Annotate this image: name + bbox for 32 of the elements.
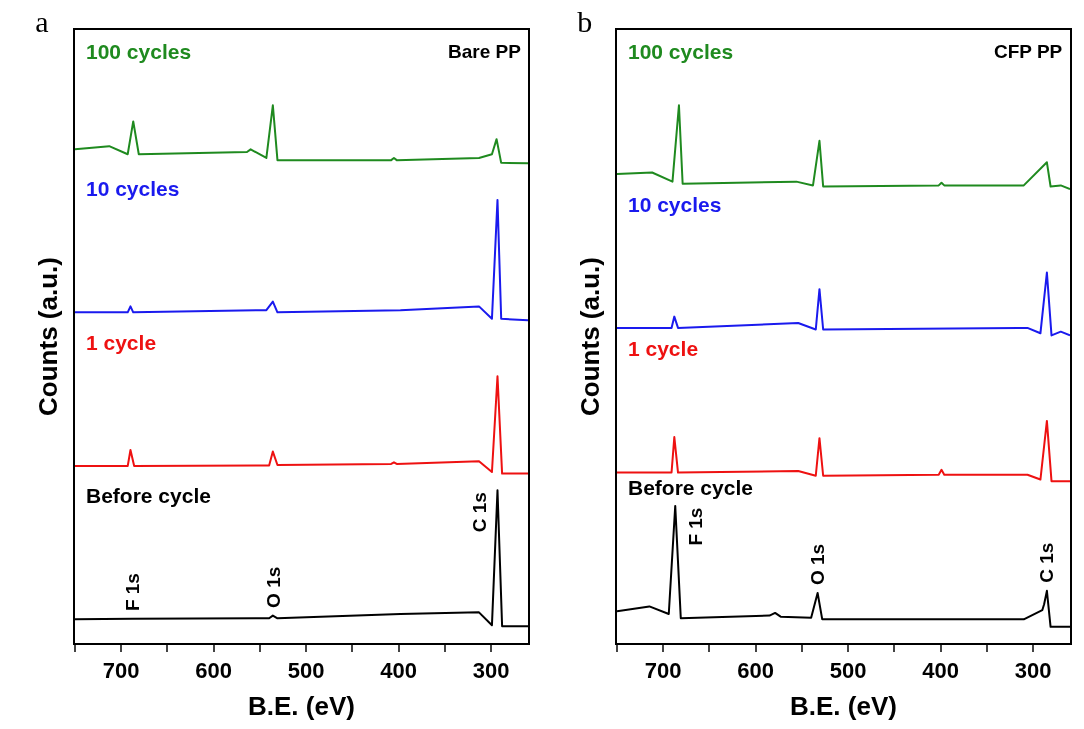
annotation: C 1s	[468, 492, 490, 533]
y-axis-title: Counts (a.u.)	[32, 257, 63, 416]
annotation: F 1s	[684, 507, 706, 546]
text: Bare PP	[448, 41, 522, 62]
x-axis-title: B.E. (eV)	[248, 690, 355, 721]
chart-title: b	[577, 4, 593, 38]
x-tick-label: 500	[829, 658, 867, 684]
series-label: Before cycle	[628, 476, 753, 499]
text: 1 cycle	[628, 337, 699, 360]
x-tick-label: 600	[737, 658, 775, 684]
annotation: O 1s	[262, 566, 284, 608]
x-tick-label: 400	[922, 658, 959, 684]
x-tick-label: 300	[472, 658, 510, 684]
annotation: C 1s	[1036, 542, 1058, 583]
chart-title: a	[35, 4, 49, 38]
x-tick-label: 600	[195, 658, 233, 684]
annotation: O 1s	[807, 543, 829, 586]
text: Before cycle	[86, 484, 211, 507]
text: 100 cycles	[86, 40, 192, 63]
x-axis-title: B.E. (eV)	[790, 690, 897, 721]
text: 100 cycles	[628, 40, 734, 63]
x-tick-label: 700	[644, 658, 682, 684]
text: 10 cycles	[628, 193, 722, 216]
x-tick-label: 400	[380, 658, 417, 684]
x-tick-label: 300	[1014, 658, 1052, 684]
text: CFP PP	[994, 41, 1063, 62]
text: 10 cycles	[86, 177, 180, 200]
x-tick-label: 500	[287, 658, 325, 684]
x-tick-label: 700	[102, 658, 140, 684]
annotation: F 1s	[121, 573, 143, 612]
text: 1 cycle	[86, 331, 157, 354]
y-axis-title: Counts (a.u.)	[574, 257, 605, 416]
